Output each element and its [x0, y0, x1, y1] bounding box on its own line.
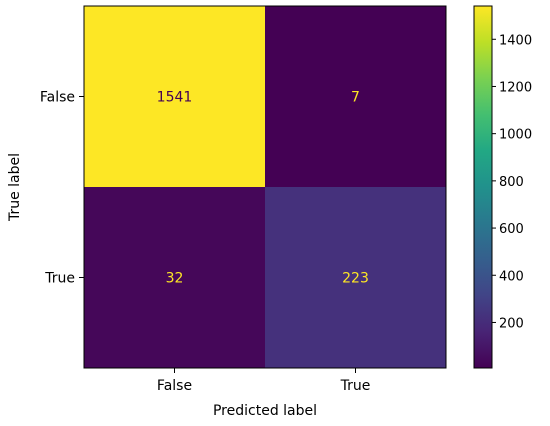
colorbar-tick-label: 400: [499, 269, 524, 284]
colorbar-tick-label: 1400: [499, 33, 532, 48]
matrix-cell: [84, 6, 265, 187]
cell-value-label: 32: [166, 271, 184, 287]
x-tick-label: True: [340, 378, 371, 394]
y-axis-ticks: False True: [40, 90, 84, 287]
y-tick-label: False: [40, 90, 75, 106]
matrix-cell: [265, 187, 446, 368]
colorbar-tick-label: 600: [499, 222, 524, 237]
matrix-frame: [83, 5, 447, 369]
x-tick-label: False: [157, 378, 192, 394]
colorbar-tick-label: 1200: [499, 80, 532, 95]
y-tick-label: True: [44, 271, 75, 287]
matrix-cells: 1541 7 32 223: [84, 6, 446, 368]
colorbar-tick-label: 1000: [499, 128, 532, 143]
matrix-cell: [265, 6, 446, 187]
matrix-cell: [84, 187, 265, 368]
x-axis-ticks: False True: [157, 368, 370, 394]
y-axis-label: True label: [7, 153, 23, 222]
cell-value-label: 1541: [157, 90, 193, 106]
colorbar-tick-label: 200: [499, 316, 524, 331]
cell-value-label: 7: [351, 90, 360, 106]
colorbar-ticks: 200 400 600 800 1000 1200 1400: [492, 33, 532, 331]
colorbar-tick-label: 800: [499, 175, 524, 190]
cell-value-label: 223: [342, 271, 369, 287]
colorbar: [473, 5, 493, 369]
x-axis-label: Predicted label: [213, 403, 317, 419]
